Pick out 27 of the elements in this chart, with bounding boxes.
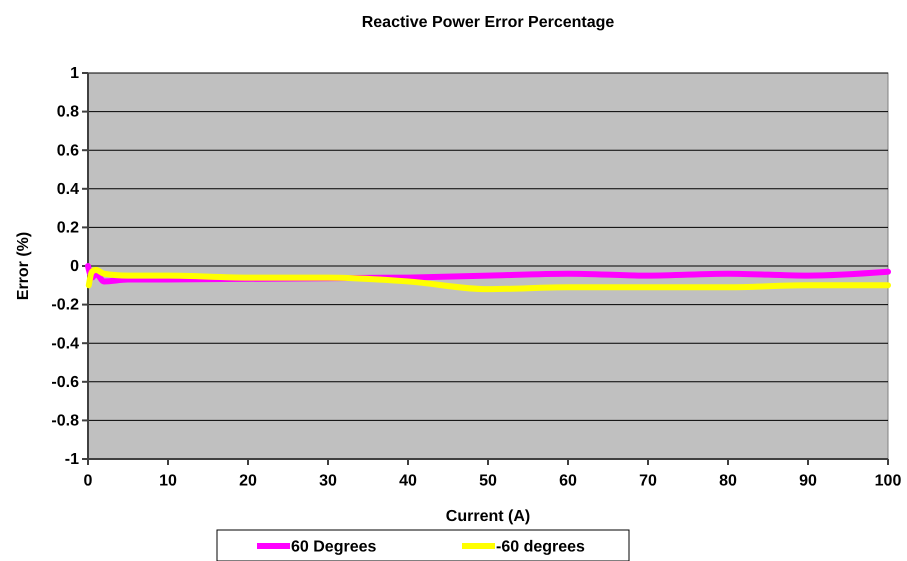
x-tick-label: 100	[874, 472, 902, 490]
y-tick-label: 0.6	[56, 142, 80, 160]
x-tick-label: 0	[84, 472, 93, 490]
chart-title: Reactive Power Error Percentage	[362, 14, 614, 31]
y-tick-label: 0	[70, 258, 80, 276]
x-tick-label: 40	[399, 472, 417, 490]
y-tick-label: 1	[70, 65, 80, 82]
x-tick-label: 30	[319, 472, 337, 490]
y-tick-label: -0.2	[51, 296, 80, 314]
x-axis-title: Current (A)	[446, 508, 530, 525]
y-tick-label: 0.2	[56, 220, 80, 237]
y-tick-label: 0.8	[56, 104, 80, 121]
y-tick-label: 0.4	[56, 180, 80, 198]
x-tick-label: 20	[239, 472, 257, 490]
x-tick-label: 80	[719, 472, 737, 490]
legend-label: 60 Degrees	[291, 538, 376, 556]
legend-label: -60 degrees	[496, 538, 586, 556]
y-tick-label: -1	[64, 451, 80, 468]
x-tick-label: 60	[559, 472, 577, 490]
y-tick-label: -0.8	[51, 412, 80, 430]
y-axis-title: Error (%)	[15, 232, 32, 300]
y-tick-label: -0.6	[51, 374, 80, 391]
x-tick-label: 70	[639, 472, 657, 490]
x-tick-label: 50	[479, 472, 497, 490]
y-tick-label: -0.4	[51, 335, 80, 352]
x-tick-label: 10	[159, 472, 177, 490]
x-tick-label: 90	[799, 472, 817, 490]
